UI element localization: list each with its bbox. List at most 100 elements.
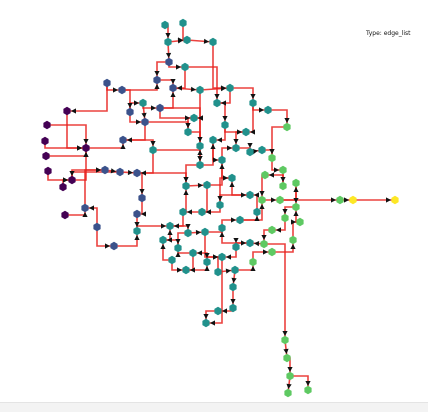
edge-arrowhead [141,112,147,119]
edge-arrowhead [134,222,140,227]
graph-edge [137,150,154,174]
edge-arrowhead [190,86,197,92]
graph-node [41,136,49,146]
edge-arrowhead [161,223,166,229]
edge-arrowhead [276,227,281,233]
edge-arrowhead [197,137,203,142]
edge-arrowhead [287,367,293,372]
edge-arrowhead [344,197,349,203]
edge-arrowhead [77,145,82,151]
graph-node [246,147,254,157]
graph-edge [71,171,120,180]
edge-arrowhead [233,238,239,243]
graph-node [231,265,239,275]
edge-arrowhead [185,123,191,128]
edge-arrowhead [206,209,211,215]
graph-edge [122,80,158,91]
graph-node [261,170,269,180]
graph-node [236,215,244,225]
graph-node [281,213,289,223]
graph-node [289,235,297,245]
graph-node [391,195,399,205]
graph-node [249,257,257,267]
graph-node [203,180,211,190]
edge-arrowhead [197,182,204,189]
graph-node [218,252,226,262]
graph-node [119,135,127,145]
edge-arrowhead [96,167,101,173]
edge-arrowhead [219,232,225,237]
graph-node [336,195,344,205]
edge-arrowhead [259,107,264,113]
graph-node [264,105,272,115]
edge-arrowhead [259,191,265,196]
graph-node [221,120,229,130]
edge-arrowhead [217,196,223,201]
graph-node [138,193,146,203]
graph-node [246,238,254,248]
graph-node [165,57,173,67]
graph-node [133,226,141,236]
edge-arrowhead [305,381,311,386]
edge-arrowhead [170,92,176,97]
graph-node [292,178,300,188]
edge-arrowhead [241,192,246,198]
graph-edge [123,139,154,150]
graph-node [42,151,50,161]
graph-node [174,243,182,253]
graph-node [279,165,287,175]
edge-arrowhead [165,52,172,59]
edge-arrowhead [271,197,276,203]
edge-arrowhead [247,143,253,148]
edge-arrowhead [233,139,239,144]
edge-arrowhead [259,204,265,209]
graph-node [43,120,51,130]
edge-arrowhead [204,253,210,258]
graph-node [242,127,250,137]
graph-edge [86,140,124,149]
edge-arrowhead [230,299,236,304]
graph-edge [212,42,230,89]
graph-node [286,371,294,381]
graph-node [216,200,224,210]
graph-node [139,98,147,108]
graph-node [281,335,289,345]
graph-edge [153,146,201,151]
graph-node [296,217,304,227]
graph-node [218,155,226,165]
graph-node [202,318,210,328]
edge-arrowhead [231,277,237,284]
graph-node [268,225,276,235]
edge-arrowhead [231,217,236,223]
graph-node [258,195,266,205]
edge-arrowhead [203,38,210,44]
edge-arrowhead [293,198,299,203]
graph-node [103,78,111,88]
edge-arrowhead [237,129,242,135]
edge-arrowhead [293,187,299,192]
graph-node [184,127,192,137]
edge-arrowhead [183,177,189,182]
edge-arrowhead [187,209,192,215]
edge-arrowhead [197,250,202,256]
edge-arrowhead [222,308,227,314]
graph-node [63,106,71,116]
edge-arrowhead [170,79,176,84]
edge-arrowhead [217,137,222,143]
graph-node [101,165,109,175]
edge-arrowhead [165,33,171,38]
graph-node [116,167,124,177]
edge-arrowhead [221,85,226,91]
graph-edge [145,121,189,132]
graph-node [213,98,221,108]
graph-node [181,62,189,72]
edge-arrowhead [175,239,181,244]
edge-arrowhead [253,241,260,247]
edge-arrowhead [222,116,228,121]
graph-node [214,267,222,277]
graph-node [283,353,291,363]
edge-arrowhead [214,94,220,99]
edge-arrowhead [113,87,118,93]
graph-node [258,145,266,155]
